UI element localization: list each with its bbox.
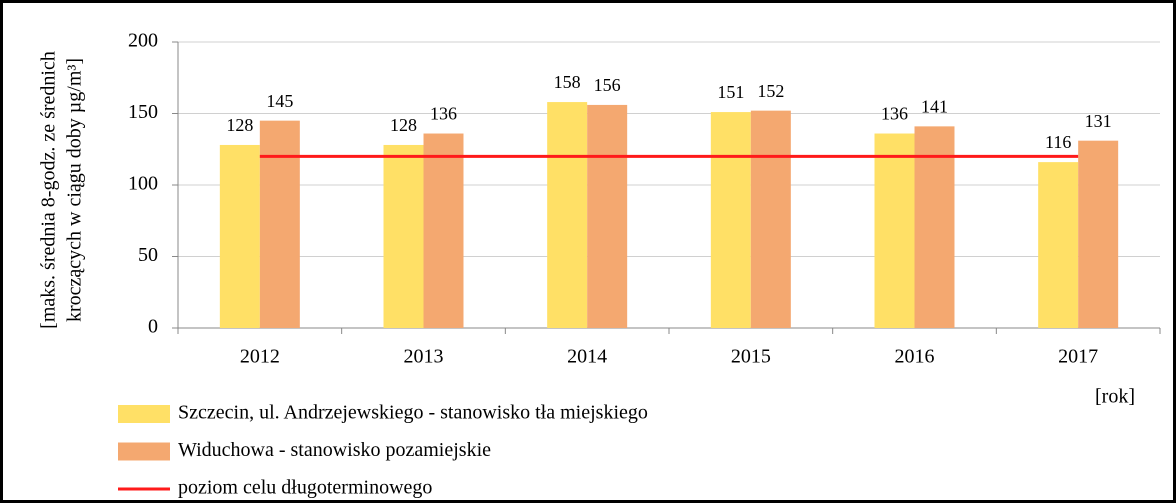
- bar: [383, 144, 424, 328]
- legend-label: poziom celu długoterminowego: [178, 477, 432, 499]
- data-label: 141: [921, 96, 948, 116]
- y-tick-label: 50: [138, 244, 158, 266]
- data-label: 128: [226, 115, 253, 135]
- y-label: [maks. średnia 8-godz. ze średnich: [38, 51, 60, 329]
- y-tick-label: 200: [128, 30, 158, 52]
- x-tick-label: 2016: [895, 346, 935, 368]
- y-label: kroczących w ciągu doby µg/m³]: [64, 58, 86, 322]
- legend-swatch: [118, 405, 170, 423]
- x-tick-label: 2013: [404, 346, 444, 368]
- legend-label: Widuchowa - stanowisko pozamiejskie: [178, 439, 491, 461]
- bar: [219, 144, 260, 328]
- bar: [874, 133, 915, 328]
- legend-swatch: [118, 442, 170, 461]
- legend-label: Szczecin, ul. Andrzejewskiego - stanowis…: [178, 402, 648, 424]
- x-label: [rok]: [1095, 386, 1135, 408]
- bar: [587, 104, 628, 328]
- data-label: 156: [594, 75, 621, 95]
- data-label: 128: [390, 115, 417, 135]
- bar: [710, 112, 751, 328]
- y-tick-label: 150: [128, 101, 158, 123]
- bar: [914, 126, 955, 329]
- data-label: 131: [1085, 111, 1112, 131]
- y-tick-label: 100: [128, 173, 158, 195]
- bar: [1078, 140, 1119, 328]
- bar: [547, 102, 588, 328]
- data-label: 152: [757, 81, 784, 101]
- x-tick-label: 2012: [240, 346, 280, 368]
- y-tick-label: 0: [148, 316, 158, 338]
- x-tick-label: 2015: [731, 346, 771, 368]
- data-label: 136: [430, 104, 457, 124]
- data-label: 151: [717, 82, 744, 102]
- data-label: 116: [1045, 132, 1071, 152]
- data-label: 145: [266, 91, 293, 111]
- bar: [1038, 162, 1079, 328]
- bar: [259, 120, 300, 329]
- data-label: 136: [881, 104, 908, 124]
- data-label: 158: [554, 72, 581, 92]
- bar: [423, 133, 464, 328]
- x-tick-label: 2017: [1058, 346, 1098, 368]
- x-tick-label: 2014: [567, 346, 607, 368]
- bar: [750, 110, 791, 328]
